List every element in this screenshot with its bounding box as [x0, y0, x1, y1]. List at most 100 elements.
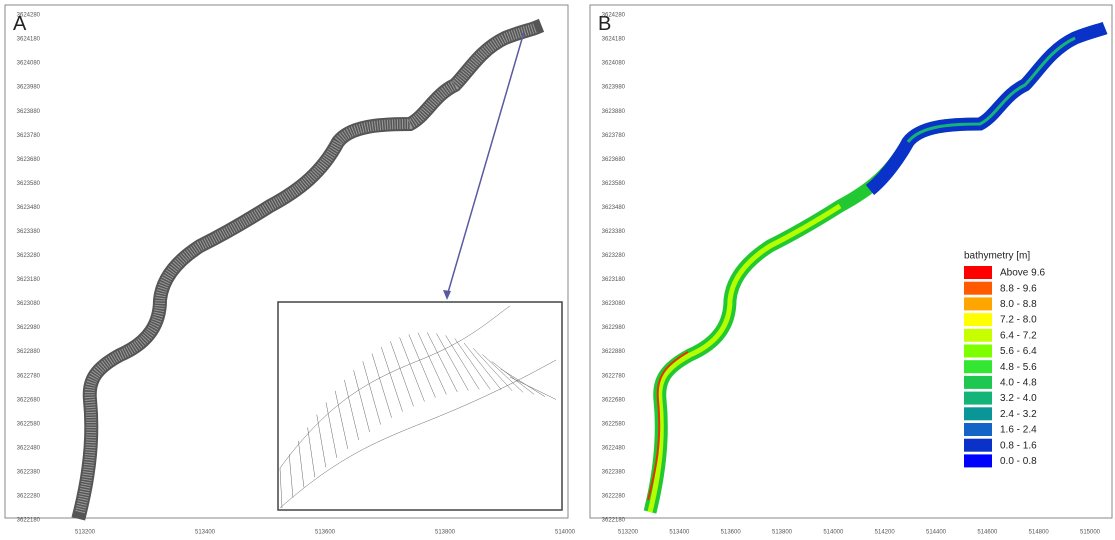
legend-swatch: [964, 328, 992, 342]
y-tick-label: 3623380: [602, 229, 626, 235]
y-tick-label: 3623280: [17, 253, 41, 259]
legend-label: 6.4 - 7.2: [1000, 330, 1037, 341]
mesh-line: [399, 337, 425, 402]
y-tick-label: 3622380: [602, 469, 626, 475]
legend-swatch: [964, 281, 992, 295]
mesh-line: [362, 361, 381, 425]
mesh-line: [491, 361, 535, 395]
legend-label: 0.0 - 0.8: [1000, 456, 1037, 467]
zoom-arrow: [446, 31, 525, 297]
river-teal: [906, 36, 1076, 143]
x-tick-label: 514200: [875, 530, 896, 536]
y-tick-label: 3623080: [602, 301, 626, 307]
x-tick-label: 513200: [75, 530, 96, 536]
mesh-line: [371, 353, 392, 418]
panel-label: B: [598, 13, 611, 35]
river-blue: [865, 21, 1108, 196]
river-shallow: [647, 203, 842, 513]
y-tick-label: 3622180: [17, 518, 41, 524]
y-tick-label: 3623680: [17, 157, 41, 163]
x-tick-label: 513600: [315, 530, 336, 536]
y-tick-label: 3622380: [17, 469, 41, 475]
x-tick-label: 513800: [435, 530, 456, 536]
y-tick-label: 3622980: [602, 325, 626, 331]
y-tick-label: 3623980: [602, 85, 626, 91]
mesh-line: [353, 370, 370, 433]
x-tick-label: 513200: [618, 530, 639, 536]
y-tick-label: 3622880: [602, 349, 626, 355]
ticks: 3624280 3624180 3624080 3623980 3623880 36237…: [17, 13, 1101, 536]
panel-label: A: [13, 13, 27, 35]
legend-swatch: [964, 407, 992, 421]
y-tick-label: 3624080: [602, 61, 626, 67]
y-tick-label: 3622680: [602, 397, 626, 403]
y-tick-label: 3623780: [602, 133, 626, 139]
x-tick-label: 513600: [721, 530, 742, 536]
x-tick-label: 513400: [195, 530, 216, 536]
y-tick-label: 3623680: [602, 157, 626, 163]
legend-swatch: [964, 313, 992, 327]
y-tick-label: 3622980: [17, 325, 41, 331]
panel-a-frame: [4, 4, 569, 519]
legend-label: Above 9.6: [1000, 268, 1045, 279]
river-outline: [71, 18, 545, 521]
legend-swatch: [964, 375, 992, 389]
y-tick-label: 3622580: [17, 421, 41, 427]
legend-label: 4.8 - 5.6: [1000, 362, 1037, 373]
y-tick-label: 3622480: [17, 445, 41, 451]
legend-swatch: [964, 344, 992, 358]
mesh-line: [288, 454, 294, 498]
mesh-line: [390, 341, 414, 407]
x-tick-label: 514000: [823, 530, 844, 536]
mesh-line: [279, 467, 283, 509]
bathymetry-river: [643, 21, 1108, 514]
y-tick-label: 3623980: [17, 85, 41, 91]
legend-label: 8.0 - 8.8: [1000, 299, 1037, 310]
legend-label: 2.4 - 3.2: [1000, 409, 1037, 420]
legend-swatch: [964, 266, 992, 279]
y-tick-label: 3623780: [17, 133, 41, 139]
mesh-line: [334, 390, 349, 449]
river-deep: [647, 351, 689, 501]
legend-swatch: [964, 454, 992, 468]
legend-swatch: [964, 297, 992, 311]
mesh-line: [454, 338, 491, 390]
inset: [277, 301, 563, 511]
legend-label: 5.6 - 6.4: [1000, 346, 1037, 357]
x-tick-label: 515000: [1080, 530, 1101, 536]
y-tick-label: 3622880: [17, 349, 41, 355]
y-tick-label: 3623480: [17, 205, 41, 211]
mesh-line: [426, 332, 458, 393]
legend-label: 1.6 - 2.4: [1000, 425, 1037, 436]
mesh-line: [445, 335, 480, 390]
y-tick-label: 3624080: [17, 61, 41, 67]
legend-label: 3.2 - 4.0: [1000, 393, 1037, 404]
mesh-line: [325, 402, 338, 458]
river-mesh: [71, 18, 545, 521]
mesh-line: [316, 414, 327, 468]
mesh-line: [298, 440, 305, 488]
y-tick-label: 3622280: [17, 494, 41, 500]
mesh-line: [482, 354, 524, 393]
mesh-line: [463, 342, 502, 390]
y-tick-label: 3623480: [602, 205, 626, 211]
y-tick-label: 3622480: [602, 445, 626, 451]
x-tick-label: 514400: [926, 530, 947, 536]
y-tick-label: 3622280: [602, 494, 626, 500]
y-tick-label: 3623180: [17, 277, 41, 283]
arrow-head: [443, 290, 451, 300]
legend: Above 9.6 8.8 - 9.6 8.0 - 8.8 7.2 - 8.0 6.4 …: [964, 266, 1045, 468]
legend-label: 4.0 - 4.8: [1000, 378, 1037, 389]
y-tick-label: 3624280: [17, 13, 41, 19]
y-tick-label: 3623580: [602, 181, 626, 187]
mesh-line: [417, 332, 447, 395]
inset-mesh: [279, 305, 557, 509]
x-tick-label: 514600: [977, 530, 998, 536]
y-tick-label: 3623880: [17, 109, 41, 115]
y-tick-label: 3624180: [602, 37, 626, 43]
x-tick-label: 514000: [555, 530, 576, 536]
y-tick-label: 3623080: [17, 301, 41, 307]
mesh-line: [344, 379, 359, 441]
legend-swatch: [964, 423, 992, 436]
